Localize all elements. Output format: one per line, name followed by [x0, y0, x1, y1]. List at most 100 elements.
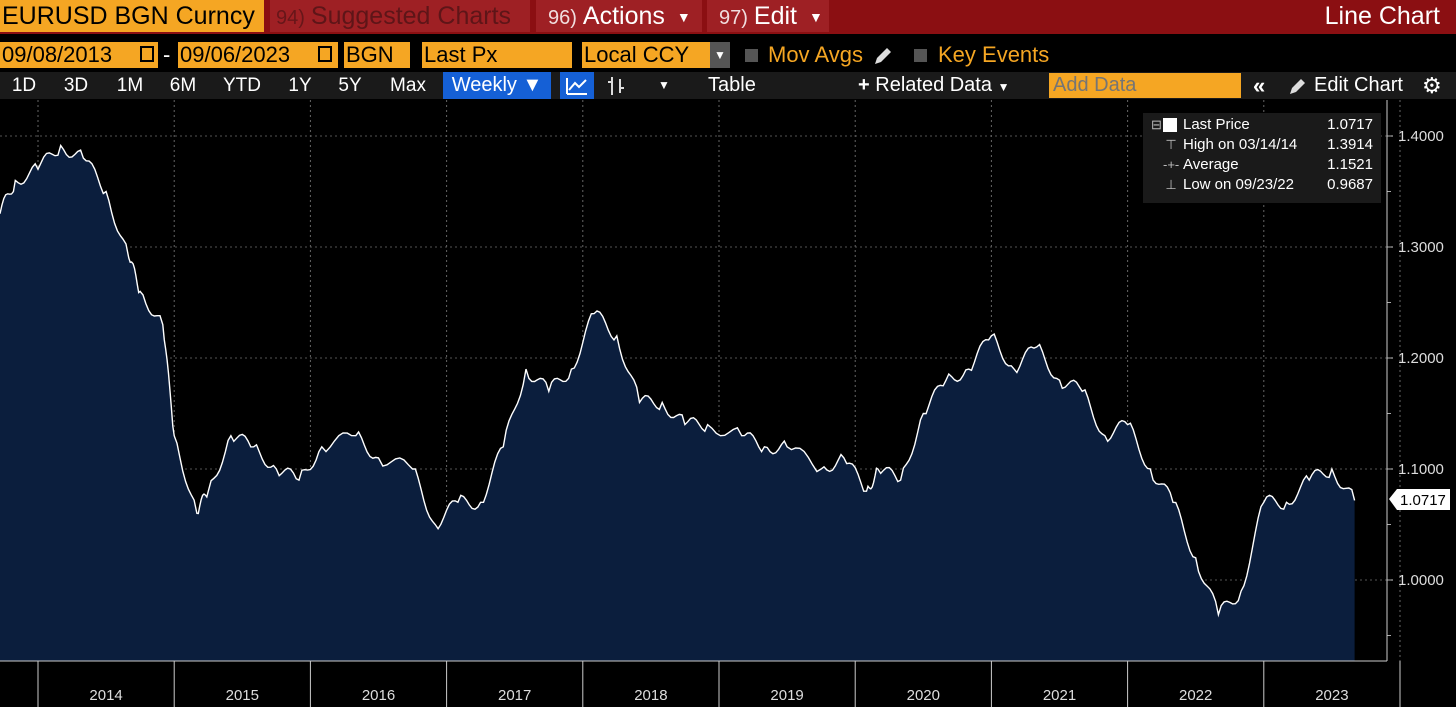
chart-legend[interactable]: ⊟ Last Price 1.0717 ⊤ High on 03/14/14 1…	[1143, 113, 1381, 203]
pencil-icon[interactable]	[872, 45, 894, 67]
y-axis-labels: 1.0000 1.1000 1.2000 1.3000 1.4000	[1398, 128, 1444, 589]
line-chart-style-button[interactable]	[560, 72, 594, 99]
x-axis-tick-label: 2020	[907, 687, 940, 704]
caret-down-icon: ▼	[522, 74, 543, 96]
y-axis-tick-label: 1.0000	[1398, 572, 1444, 589]
legend-last-price: ⊟ Last Price 1.0717	[1143, 115, 1381, 135]
x-axis-tick-label: 2017	[498, 687, 531, 704]
frequency-dropdown[interactable]: Weekly ▼	[443, 72, 551, 99]
calendar-icon[interactable]	[140, 46, 154, 62]
legend-average-label: Average	[1183, 156, 1239, 173]
x-axis-tick-label: 2021	[1043, 687, 1076, 704]
pencil-icon	[1290, 79, 1305, 94]
caret-down-icon: ▼	[809, 9, 823, 26]
gear-icon[interactable]: ⚙	[1422, 73, 1442, 98]
legend-last-price-label: Last Price	[1183, 116, 1250, 133]
menu-number: 96)	[548, 7, 577, 29]
suggested-charts-label: Suggested Charts	[310, 2, 512, 30]
range-5y[interactable]: 5Y	[338, 75, 362, 96]
currency-value: Local CCY	[584, 42, 690, 67]
x-axis-labels: 2014 2015 2016 2017 2018 2019 2020 2021 2022 2023	[89, 687, 1348, 704]
legend-high-value: 1.3914	[1327, 136, 1373, 153]
last-price-tag: 1.0717	[1389, 489, 1450, 510]
y-axis-tick-label: 1.2000	[1398, 350, 1444, 367]
legend-low-label: Low on 09/23/22	[1183, 176, 1294, 193]
title-bar: EURUSD BGN Curncy 94) Suggested Charts 96…	[0, 0, 1456, 34]
actions-label: Actions	[582, 2, 665, 30]
chart-toolbar: 1D 3D 1M 6M YTD 1Y 5Y Max Weekly ▼ ▼ Tab…	[0, 72, 1456, 99]
legend-collapse-icon[interactable]: ⊟	[1151, 117, 1162, 132]
mov-avgs-label[interactable]: Mov Avgs	[768, 42, 863, 67]
table-button[interactable]: Table	[708, 74, 756, 96]
currency-dropdown-arrow-icon[interactable]: ▼	[710, 42, 730, 68]
range-1d[interactable]: 1D	[11, 75, 37, 96]
date-separator: -	[163, 42, 171, 67]
legend-high-label: High on 03/14/14	[1183, 136, 1298, 153]
field-selector[interactable]: Last Px	[422, 42, 572, 68]
related-data-label: Related Data	[875, 74, 992, 96]
end-date-field[interactable]: 09/06/2023	[178, 42, 338, 68]
range-ytd[interactable]: YTD	[223, 75, 261, 96]
legend-average: -+- Average 1.1521	[1143, 155, 1381, 175]
end-date-value: 09/06/2023	[180, 42, 291, 67]
chart-type-title: Line Chart	[1324, 2, 1440, 30]
legend-high: ⊤ High on 03/14/14 1.3914	[1143, 135, 1381, 155]
related-data-menu[interactable]: + Related Data ▼	[858, 72, 1009, 99]
chart-settings-row: 09/08/2013 - 09/06/2023 BGN Last Px Loca…	[0, 42, 1456, 70]
key-events-label[interactable]: Key Events	[938, 42, 1050, 67]
chart-style-dropdown-icon[interactable]: ▼	[658, 78, 670, 92]
y-axis-tick-label: 1.4000	[1398, 128, 1444, 145]
field-value: Last Px	[424, 42, 498, 67]
mov-avgs-checkbox[interactable]	[745, 49, 758, 62]
range-1m[interactable]: 1M	[116, 75, 144, 96]
x-axis-tick-label: 2023	[1315, 687, 1348, 704]
key-events-checkbox[interactable]	[914, 49, 927, 62]
edit-label: Edit	[753, 2, 797, 30]
source-field[interactable]: BGN	[344, 42, 410, 68]
high-marker-icon: ⊤	[1165, 137, 1177, 152]
legend-average-value: 1.1521	[1327, 156, 1373, 173]
caret-down-icon: ▼	[997, 80, 1010, 94]
suggested-charts-button[interactable]: 94) Suggested Charts	[270, 0, 530, 32]
start-date-value: 09/08/2013	[2, 42, 113, 67]
x-axis-tick-label: 2022	[1179, 687, 1212, 704]
x-axis-tick-label: 2014	[89, 687, 122, 704]
menu-number: 97)	[719, 7, 748, 29]
x-axis-tick-label: 2016	[362, 687, 395, 704]
add-data-input[interactable]	[1049, 73, 1241, 98]
legend-last-price-value: 1.0717	[1327, 116, 1373, 133]
legend-low-value: 0.9687	[1327, 176, 1373, 193]
x-axis-tick-label: 2018	[634, 687, 667, 704]
security-ticker[interactable]: EURUSD BGN Curncy	[0, 0, 264, 32]
range-1y[interactable]: 1Y	[288, 75, 312, 96]
y-axis-tick-label: 1.1000	[1398, 461, 1444, 478]
last-price-tag-shape	[1389, 489, 1450, 510]
price-line	[0, 143, 1356, 618]
y-axis-tick-label: 1.3000	[1398, 239, 1444, 256]
range-6m[interactable]: 6M	[169, 75, 197, 96]
range-3d[interactable]: 3D	[63, 75, 89, 96]
menu-number: 94)	[276, 7, 305, 29]
source-value: BGN	[346, 42, 394, 67]
actions-menu[interactable]: 96) Actions ▼	[536, 0, 702, 32]
calendar-icon[interactable]	[318, 46, 332, 62]
line-chart-icon	[566, 78, 587, 95]
plus-icon: +	[858, 74, 870, 96]
legend-low: ⊥ Low on 09/23/22 0.9687	[1143, 175, 1381, 195]
average-marker-icon: -+-	[1163, 157, 1180, 172]
caret-down-icon: ▼	[676, 9, 691, 26]
collapse-double-chevron-icon[interactable]: «	[1253, 73, 1266, 98]
frequency-label: Weekly	[451, 74, 517, 96]
edit-menu[interactable]: 97) Edit ▼	[707, 0, 829, 32]
last-price-tag-value: 1.0717	[1400, 492, 1446, 509]
start-date-field[interactable]: 09/08/2013	[0, 42, 158, 68]
low-marker-icon: ⊥	[1165, 177, 1177, 192]
ohlc-bar-icon[interactable]	[604, 75, 628, 97]
currency-selector[interactable]: Local CCY	[582, 42, 710, 68]
x-axis-tick-label: 2015	[226, 687, 259, 704]
range-max[interactable]: Max	[390, 75, 426, 96]
edit-chart-button[interactable]: Edit Chart	[1314, 74, 1403, 96]
x-axis-tick-label: 2019	[770, 687, 803, 704]
last-price-swatch	[1163, 118, 1177, 132]
price-area	[0, 145, 1355, 661]
